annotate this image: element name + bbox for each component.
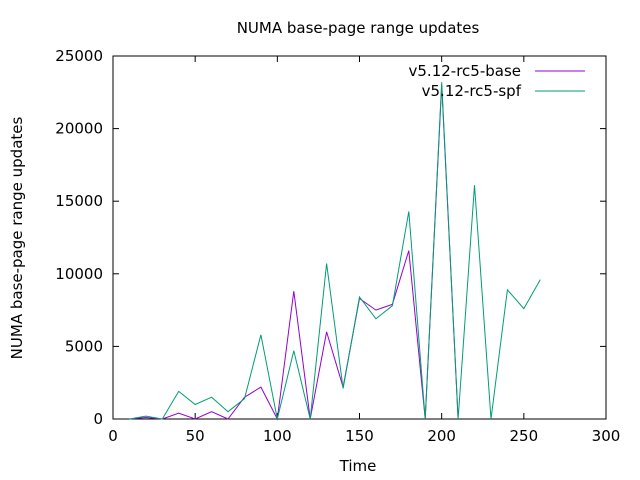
y-tick-label: 5000 — [65, 337, 103, 355]
x-tick-label: 0 — [108, 427, 118, 445]
x-axis-label: Time — [339, 457, 377, 475]
plot-frame — [112, 55, 607, 420]
series-line-1 — [129, 82, 541, 420]
legend-label-1: v5.12-rc5-spf — [422, 82, 522, 100]
y-tick-label: 0 — [93, 410, 103, 428]
axes: 0 50 100 150 200 250 300 0 5000 10000 15000 20000 25… — [55, 47, 620, 445]
x-tick-label: 200 — [427, 427, 456, 445]
x-tick-label: 250 — [510, 427, 539, 445]
y-tick-label: 25000 — [55, 47, 103, 65]
y-tick-label: 15000 — [55, 192, 103, 210]
legend: v5.12-rc5-base v5.12-rc5-spf — [409, 62, 585, 100]
y-axis-label: NUMA base-page range updates — [8, 117, 26, 360]
series-layer — [129, 82, 541, 421]
x-tick-label: 300 — [592, 427, 621, 445]
y-tick-label: 10000 — [55, 265, 103, 283]
legend-label-0: v5.12-rc5-base — [409, 62, 522, 80]
chart-title: NUMA base-page range updates — [237, 19, 480, 37]
y-tick-label: 20000 — [55, 120, 103, 138]
x-tick-label: 100 — [263, 427, 292, 445]
x-tick-label: 50 — [186, 427, 205, 445]
series-line-0 — [129, 84, 459, 421]
x-tick-label: 150 — [345, 427, 374, 445]
